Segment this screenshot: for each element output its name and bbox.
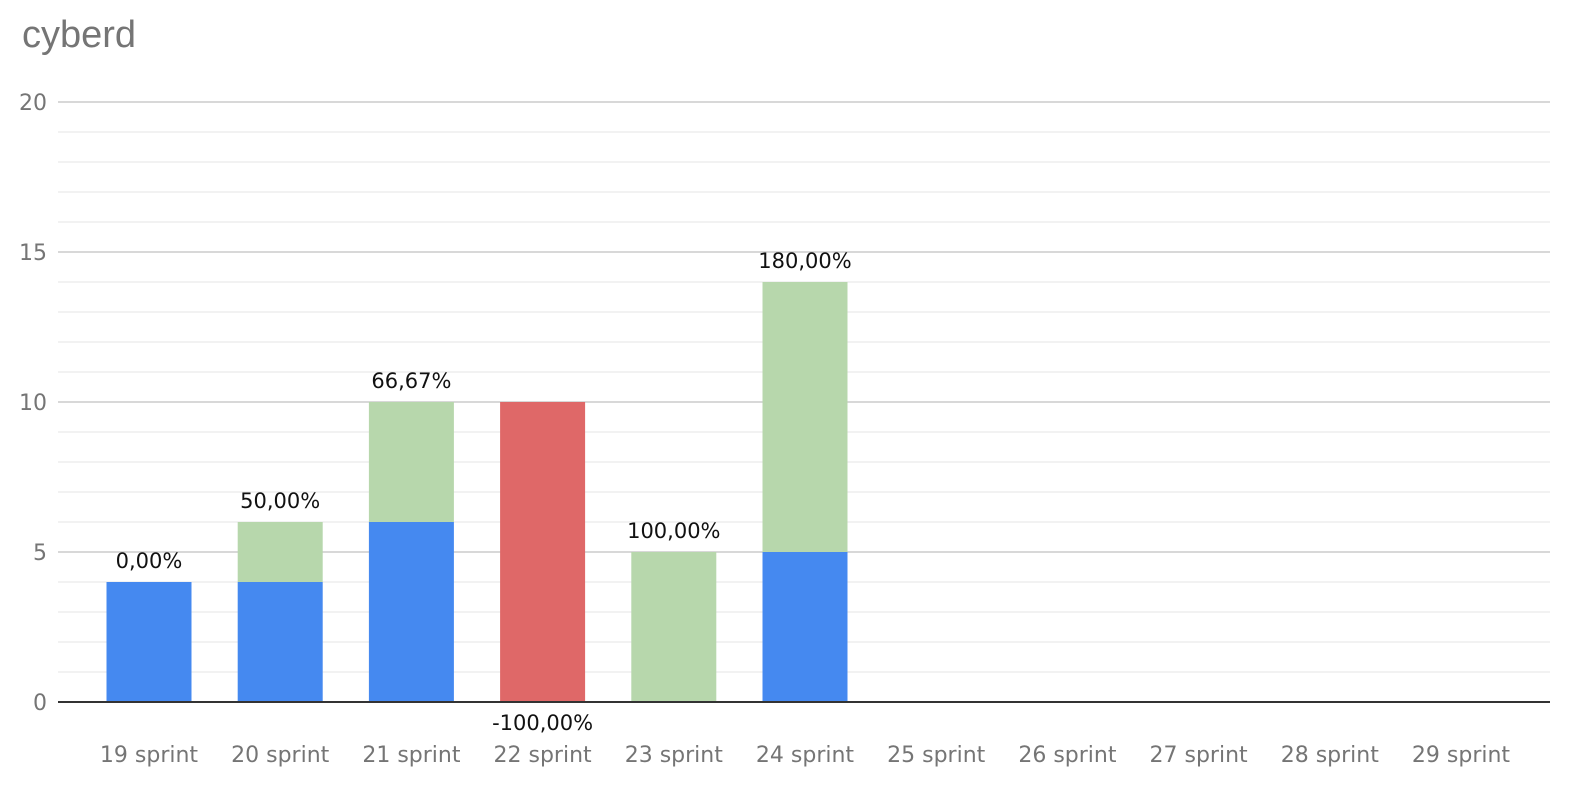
bars (106, 282, 848, 702)
bar-segment (368, 402, 454, 522)
bar-segment (762, 552, 848, 702)
x-tick-label: 24 sprint (756, 743, 855, 768)
bar-segment (631, 552, 717, 702)
x-tick-label: 23 sprint (625, 743, 724, 768)
bar-segment (237, 522, 323, 582)
x-tick-label: 21 sprint (362, 743, 461, 768)
x-axis: 19 sprint 20 sprint 21 sprint 22 sprint 23 s… (58, 701, 1550, 768)
x-tick-label: 25 sprint (887, 743, 986, 768)
y-tick-label: 0 (33, 691, 47, 716)
x-tick-label: 26 sprint (1018, 743, 1117, 768)
bar-segment (237, 582, 323, 702)
bar-segment (500, 402, 586, 702)
x-tick-label: 20 sprint (231, 743, 330, 768)
data-label: 50,00% (240, 489, 320, 513)
x-tick-label: 22 sprint (494, 743, 593, 768)
y-tick-label: 15 (19, 241, 47, 266)
bar-segment (762, 282, 848, 552)
data-label: 0,00% (116, 549, 183, 573)
x-tick-label: 29 sprint (1412, 743, 1511, 768)
x-tick-label: 27 sprint (1150, 743, 1249, 768)
data-label: 66,67% (371, 369, 451, 393)
x-tick-label: 19 sprint (100, 743, 199, 768)
y-tick-label: 5 (33, 541, 47, 566)
data-label: -100,00% (492, 711, 593, 735)
x-tick-label: 28 sprint (1281, 743, 1380, 768)
y-axis: 0 5 10 15 20 (19, 91, 47, 716)
y-tick-label: 10 (19, 391, 47, 416)
data-label: 100,00% (627, 519, 720, 543)
data-labels: 0,00% 50,00% 66,67% -100,00% 100,00% 180,00% (116, 249, 852, 735)
data-label: 180,00% (758, 249, 851, 273)
bar-segment (368, 522, 454, 702)
chart-title: cyberd (22, 14, 137, 56)
bar-segment (106, 582, 192, 702)
y-tick-label: 20 (19, 91, 47, 116)
